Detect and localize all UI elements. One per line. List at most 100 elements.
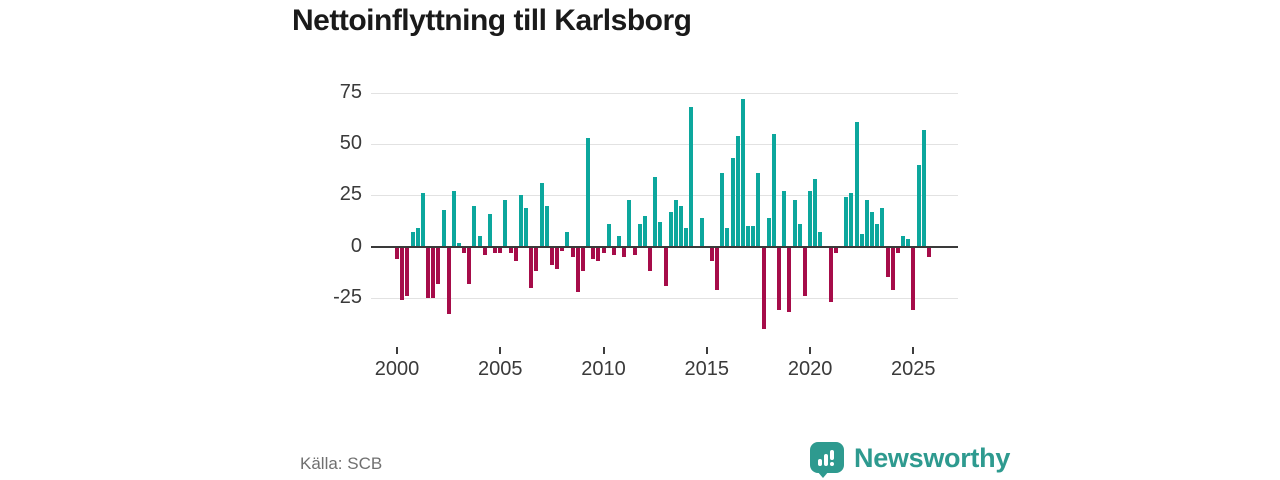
newsworthy-speech-bubble-chart-icon — [810, 442, 844, 478]
bar-2003-q1 — [457, 242, 461, 247]
bar-2021-q2 — [833, 246, 838, 253]
y-axis-label-25: 25 — [339, 183, 362, 206]
bar-2006-q4 — [534, 246, 539, 272]
bar-2000-q3 — [405, 246, 410, 296]
bar-2016-q4 — [740, 98, 745, 247]
x-axis-label-2015: 2015 — [684, 358, 730, 380]
logo-exclamation-icon — [830, 450, 834, 460]
bar-2018-q2 — [771, 133, 776, 247]
bar-2017-q2 — [751, 226, 756, 247]
bar-2009-q2 — [586, 137, 590, 247]
x-axis-label-2010: 2010 — [581, 358, 626, 380]
bar-2006-q2 — [524, 207, 529, 247]
bar-2001-q1 — [415, 228, 420, 247]
bar-2022-q3 — [859, 234, 864, 247]
x-axis-label-2020: 2020 — [787, 358, 833, 380]
bar-2021-q1 — [828, 246, 833, 303]
bar-2002-q3 — [446, 246, 451, 315]
bar-2005-q1 — [498, 246, 503, 253]
bar-2006-q3 — [529, 246, 534, 288]
bar-2010-q4 — [617, 236, 621, 247]
bar-2012-q1 — [642, 215, 647, 247]
bar-2025-q4 — [926, 246, 931, 257]
bar-2017-q4 — [761, 246, 766, 329]
bar-2012-q3 — [653, 176, 658, 247]
bar-2006-q1 — [518, 195, 523, 247]
bar-2004-q4 — [493, 246, 498, 253]
bar-2013-q3 — [673, 199, 678, 247]
bar-2002-q4 — [451, 191, 456, 247]
bar-2011-q4 — [637, 224, 642, 247]
bar-2022-q1 — [849, 193, 854, 247]
bar-2016-q1 — [725, 228, 730, 247]
bar-2007-q4 — [555, 246, 560, 270]
bar-2022-q2 — [854, 121, 859, 247]
page-title: Nettoinflyttning till Karlsborg — [292, 4, 692, 37]
bar-2022-q4 — [864, 199, 869, 247]
bar-2023-q4 — [885, 246, 890, 278]
logo-mini-bar — [818, 459, 822, 466]
bar-2019-q2 — [792, 199, 797, 247]
bar-2012-q2 — [648, 246, 652, 272]
bar-2024-q4 — [906, 238, 911, 247]
bar-2000-q1 — [395, 246, 399, 259]
logo-exclamation-dot — [830, 462, 834, 466]
bar-2009-q1 — [580, 246, 585, 272]
gridline-50 — [371, 144, 958, 145]
bar-2005-q3 — [508, 246, 513, 253]
bar-2018-q4 — [782, 191, 787, 247]
bar-2012-q4 — [658, 222, 663, 247]
bar-2004-q2 — [482, 246, 487, 255]
bar-2007-q1 — [539, 183, 544, 247]
bar-2004-q1 — [477, 236, 482, 247]
gridline--25 — [371, 298, 958, 299]
bar-2005-q2 — [503, 199, 508, 247]
bar-2016-q2 — [730, 158, 735, 247]
y-axis-label--25: -25 — [333, 286, 362, 308]
bar-2004-q3 — [487, 213, 492, 247]
bar-2019-q3 — [797, 224, 802, 247]
bar-2000-q2 — [400, 246, 405, 301]
bar-2008-q4 — [575, 246, 580, 292]
bar-2015-q3 — [715, 246, 720, 290]
bar-2008-q2 — [565, 232, 570, 247]
bar-2014-q2 — [689, 107, 694, 247]
bar-2013-q2 — [668, 211, 673, 247]
x-axis-tick-2000 — [396, 347, 398, 354]
bar-2009-q3 — [591, 246, 596, 259]
bar-2016-q3 — [735, 135, 740, 247]
y-axis-label-0: 0 — [350, 234, 362, 257]
bar-2003-q3 — [467, 246, 472, 284]
bar-2008-q1 — [560, 246, 565, 251]
bar-2015-q4 — [720, 172, 725, 247]
x-axis-tick-2020 — [809, 347, 812, 354]
bar-2025-q3 — [921, 129, 926, 247]
bar-2017-q3 — [756, 172, 761, 247]
bar-2011-q3 — [632, 246, 637, 255]
zero-axis-line — [371, 245, 958, 248]
bar-2014-q1 — [684, 228, 689, 247]
bar-2003-q2 — [462, 246, 467, 253]
bar-2021-q4 — [844, 197, 849, 247]
bar-2017-q1 — [746, 226, 751, 247]
bar-2000-q4 — [410, 232, 415, 247]
bar-2024-q2 — [895, 246, 900, 253]
bar-2008-q3 — [570, 246, 575, 257]
bar-2019-q4 — [802, 246, 807, 296]
logo-mini-bar — [824, 454, 828, 466]
bar-2001-q3 — [426, 246, 430, 298]
speech-bubble-tail — [817, 471, 829, 478]
bar-2007-q2 — [544, 205, 549, 247]
y-axis-label-75: 75 — [339, 80, 362, 103]
brand-name: Newsworthy — [854, 443, 1011, 473]
x-axis-tick-2010 — [602, 347, 605, 354]
bar-2002-q2 — [441, 209, 446, 247]
x-axis-label-2025: 2025 — [891, 358, 936, 380]
bar-2023-q3 — [880, 207, 885, 247]
x-axis-label-2000: 2000 — [374, 358, 420, 380]
bar-2015-q2 — [710, 246, 714, 262]
bar-2010-q3 — [611, 246, 616, 255]
x-axis-tick-2015 — [705, 347, 708, 354]
bar-2011-q2 — [627, 199, 632, 247]
net-migration-bar-chart: 75 50 25 0 -25 2000 2005 2010 2015 2020 2025 — [333, 81, 958, 385]
